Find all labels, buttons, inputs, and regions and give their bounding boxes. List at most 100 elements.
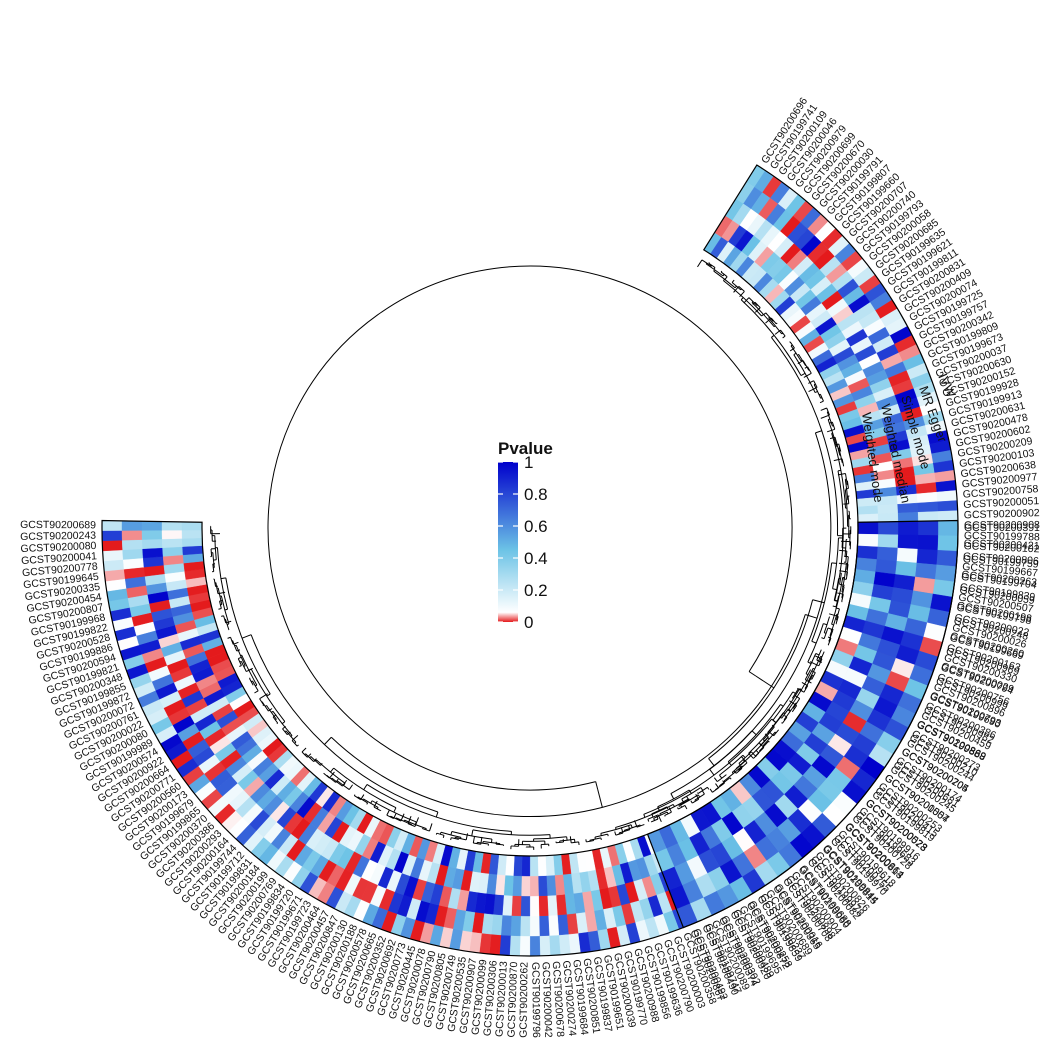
tree-branch bbox=[414, 821, 417, 825]
tree-branch bbox=[472, 829, 550, 836]
tree-branch bbox=[366, 802, 369, 805]
heatmap-cell bbox=[552, 854, 564, 876]
tree-branch bbox=[780, 704, 784, 707]
tip-label: GCST90200806 bbox=[963, 550, 1040, 567]
tree-branch bbox=[235, 645, 246, 667]
tree-branch bbox=[827, 637, 832, 646]
tree-branch bbox=[370, 800, 373, 804]
heatmap-cell bbox=[897, 521, 919, 536]
tree-branch bbox=[688, 798, 690, 801]
legend-tick-label: 0.8 bbox=[524, 485, 548, 504]
heatmap-cell bbox=[568, 932, 581, 955]
heatmap-cell bbox=[519, 935, 531, 957]
tree-branch bbox=[719, 774, 723, 779]
tip-label: GCST90200678 bbox=[550, 961, 566, 1038]
tree-branch bbox=[324, 736, 332, 745]
heatmap-cell bbox=[857, 521, 879, 535]
heatmap-cell bbox=[511, 895, 522, 917]
tree-branch bbox=[826, 411, 833, 427]
tree-branch bbox=[282, 728, 288, 735]
heatmap-cell bbox=[554, 874, 565, 896]
heatmap-cell bbox=[121, 530, 143, 541]
tree-branch bbox=[393, 807, 397, 813]
tree-branch bbox=[373, 806, 381, 812]
tree-branch bbox=[831, 562, 837, 564]
tree-branch bbox=[376, 807, 379, 810]
tree-branch bbox=[811, 640, 817, 644]
tree-branch bbox=[701, 790, 705, 795]
tree-branch bbox=[791, 705, 798, 713]
tree-branch bbox=[722, 274, 725, 277]
tree-branch bbox=[291, 734, 299, 741]
tree-branch bbox=[789, 347, 795, 352]
heatmap-cell bbox=[937, 535, 959, 552]
tree-branch bbox=[680, 794, 699, 806]
tree-branch bbox=[373, 800, 378, 808]
tree-branch bbox=[296, 744, 299, 747]
tree-branch bbox=[249, 678, 254, 686]
heatmap-cell bbox=[101, 530, 123, 542]
tree-branch bbox=[343, 783, 346, 786]
tree-branch bbox=[259, 693, 268, 700]
tree-branch bbox=[284, 730, 287, 733]
tree-branch bbox=[670, 793, 675, 800]
tree-branch bbox=[708, 758, 715, 766]
tree-branch bbox=[690, 800, 693, 804]
tip-labels: GCST90200696GCST90199741GCST90200109GCST… bbox=[20, 95, 1040, 1038]
tree-branch bbox=[792, 691, 796, 694]
heatmap-cell bbox=[857, 505, 878, 515]
heatmap-cell bbox=[142, 556, 165, 568]
tree-branch bbox=[243, 665, 246, 667]
tree-branch bbox=[407, 823, 416, 827]
tree-branch bbox=[304, 753, 306, 756]
tree-branch bbox=[657, 806, 660, 811]
tree-branch bbox=[802, 360, 810, 371]
tip-label: GCST90200908 bbox=[964, 519, 1040, 531]
tree-branch bbox=[781, 708, 789, 719]
tree-branch bbox=[709, 788, 713, 793]
tree-branch bbox=[659, 813, 661, 816]
tip-label: GCST90200042 bbox=[540, 962, 555, 1038]
heatmap-cell bbox=[537, 855, 547, 877]
tree-branch bbox=[751, 302, 775, 328]
tree-branch bbox=[708, 262, 716, 268]
phylogenetic-tree bbox=[210, 259, 852, 850]
tip-label: GCST90199788 bbox=[964, 530, 1040, 543]
tree-branch bbox=[765, 312, 774, 322]
tree-branch bbox=[816, 659, 823, 663]
heatmap-cell bbox=[510, 915, 521, 937]
tree-branch bbox=[772, 691, 794, 721]
tree-branch bbox=[386, 809, 390, 816]
tip-label: GCST90200902 bbox=[964, 507, 1040, 521]
tip-label: GCST90200758 bbox=[962, 483, 1039, 501]
heatmap-cell bbox=[161, 538, 183, 548]
tree-branch bbox=[668, 807, 672, 813]
tip-label: GCST90200243 bbox=[20, 530, 96, 543]
tree-branch bbox=[834, 600, 838, 602]
tree-branch bbox=[213, 578, 217, 587]
heatmap-cell bbox=[121, 539, 143, 551]
heatmap-cell bbox=[547, 894, 558, 916]
tree-branch bbox=[533, 836, 567, 840]
tree-branch bbox=[813, 383, 816, 386]
tree-branch bbox=[720, 270, 723, 273]
heatmap-cell bbox=[558, 933, 571, 956]
tree-branch bbox=[823, 627, 829, 639]
tree-branch bbox=[831, 433, 847, 509]
tree-branch bbox=[357, 796, 368, 804]
tip-label: GCST90200870 bbox=[506, 961, 521, 1037]
heatmap-cell bbox=[122, 548, 144, 560]
tree-branch bbox=[353, 794, 356, 796]
tree-branch bbox=[813, 380, 818, 388]
tree-branch bbox=[823, 623, 828, 626]
heatmap-cell bbox=[101, 540, 123, 552]
tree-branch bbox=[807, 661, 812, 665]
tree-branch bbox=[647, 819, 650, 822]
tree-branch bbox=[226, 623, 230, 625]
tree-branch bbox=[694, 799, 696, 802]
tree-branch bbox=[630, 824, 633, 828]
tree-branch bbox=[713, 777, 718, 782]
tree-branch bbox=[831, 577, 844, 625]
heatmap-cell bbox=[917, 520, 939, 536]
tip-label: GCST90200689 bbox=[20, 519, 96, 531]
